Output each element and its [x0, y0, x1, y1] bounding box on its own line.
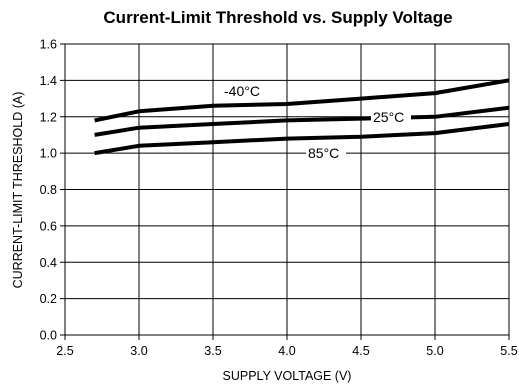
- y-tick-label: 0.4: [40, 256, 57, 270]
- series-line-0: [94, 78, 510, 123]
- x-tick-label: 2.5: [56, 344, 73, 358]
- y-tick-label: 0.6: [40, 219, 57, 233]
- series-label-2: 85°C: [308, 145, 339, 161]
- series-label-bg: [371, 108, 411, 126]
- chart-title: Current-Limit Threshold vs. Supply Volta…: [103, 8, 452, 27]
- y-tick-label: 0.2: [40, 292, 57, 306]
- series-label-1: 25°C: [373, 109, 404, 125]
- x-tick-label: 5.5: [500, 344, 517, 358]
- x-tick-label: 4.5: [352, 344, 369, 358]
- series-label-0: -40°C: [224, 83, 260, 99]
- x-tick-label: 3.5: [204, 344, 221, 358]
- series-lines: [94, 78, 510, 156]
- x-axis-label: SUPPLY VOLTAGE (V): [223, 369, 352, 383]
- series-line-2: [94, 122, 510, 156]
- series-label-bg: [306, 144, 346, 162]
- x-tick-label: 4.0: [278, 344, 295, 358]
- y-tick-label: 1.4: [40, 74, 57, 88]
- y-tick-label: 1.2: [40, 110, 57, 124]
- y-tick-label: 1.6: [40, 38, 57, 52]
- series-line-1: [94, 105, 510, 137]
- series-labels: -40°C 25°C 85°C: [222, 82, 411, 162]
- series-label-bg: [222, 82, 268, 100]
- y-tick-label: 0.8: [40, 183, 57, 197]
- grid: [65, 44, 509, 335]
- axis-ticks: 2.5 3.0 3.5 4.0 4.5 5.0 5.5 0.0 0.2 0.4 0.6 0.8 1.0 1…: [40, 38, 518, 359]
- x-tick-label: 5.0: [426, 344, 443, 358]
- x-tick-label: 3.0: [130, 344, 147, 358]
- y-tick-label: 0.0: [40, 329, 57, 343]
- y-tick-label: 1.0: [40, 147, 57, 161]
- y-axis-label: CURRENT-LIMIT THRESHOLD (A): [11, 92, 25, 289]
